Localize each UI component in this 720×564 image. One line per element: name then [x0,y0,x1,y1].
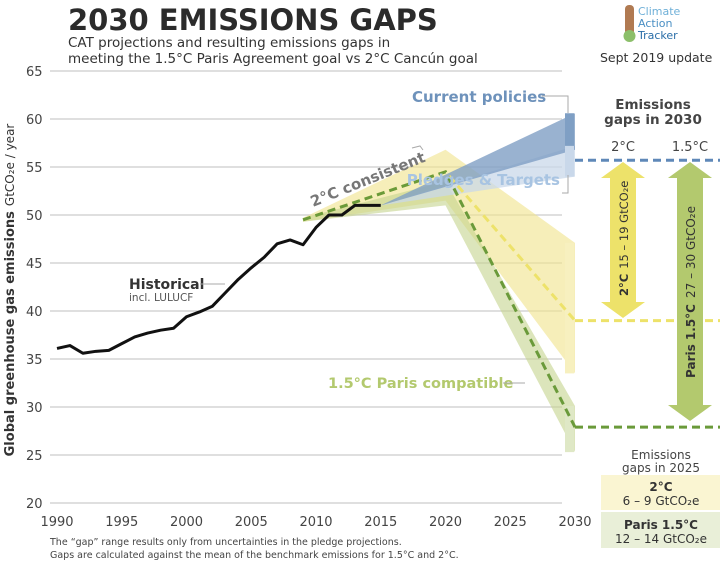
chart-marks [56,113,720,453]
gaps2025-row-2c [601,475,720,510]
cat-logo: Climate Action Tracker [623,5,681,42]
historical-label: Historical [129,277,204,293]
logo-line2: Action [638,17,672,30]
footnote-line1: The “gap” range results only from uncert… [49,537,402,548]
gaps2025-2c-label: 2°C [649,480,672,494]
bar-current-policies-2030 [565,113,574,150]
y-tick-45: 45 [26,257,43,272]
x-tick-2015: 2015 [364,515,397,530]
logo-line1: Climate [638,5,681,18]
y-tick-60: 60 [26,113,43,128]
gaps2025-2c-value: 6 – 9 GtCO₂e [623,494,700,508]
subtitle-line1: CAT projections and resulting emissions … [68,35,390,51]
x-tick-2000: 2000 [170,515,203,530]
gaps2025-15c-value: 12 – 14 GtCO₂e [615,532,707,546]
gaps2030-col-2c: 2°C [611,140,635,155]
thermometer-bulb [623,30,636,42]
bar-pledges-2030 [565,145,574,177]
logo-line3: Tracker [637,29,678,42]
y-tick-40: 40 [26,305,43,320]
y-tick-35: 35 [26,353,43,368]
x-tick-2010: 2010 [299,515,332,530]
gaps2030-title-line1: Emissions [615,97,691,113]
x-axis-ticks: 1990 1995 2000 2005 2010 2015 2020 2025 2030 [40,515,591,530]
gaps2030-title-line2: gaps in 2030 [604,112,702,128]
two-c-leader [411,145,424,151]
band-current-policies [380,113,575,206]
gaps2025-row-15c [601,512,720,548]
x-tick-1995: 1995 [105,515,138,530]
y-tick-55: 55 [26,161,43,176]
gaps2025-title-line1: Emissions [631,448,691,462]
x-tick-2025: 2025 [494,515,527,530]
x-tick-2030: 2030 [558,515,591,530]
update-label: Sept 2019 update [600,50,713,65]
y-tick-50: 50 [26,209,43,224]
y-tick-65: 65 [26,65,43,80]
gap-arrow-15c [668,162,712,421]
paris-compatible-label: 1.5°C Paris compatible [328,376,514,392]
current-policies-leader [542,95,569,113]
y-tick-30: 30 [26,401,43,416]
gap-arrow-2c [601,162,645,318]
historical-line [56,203,381,355]
x-tick-2005: 2005 [235,515,268,530]
y-tick-25: 25 [26,449,43,464]
y-axis-ticks: 20 25 30 35 40 45 50 55 60 65 [26,65,43,512]
y-tick-20: 20 [26,497,43,512]
pledges-label: Pledges & Targets [407,171,560,189]
current-policies-label: Current policies [412,88,546,106]
gridlines [50,70,562,504]
gap-2c-text: 2°C15 – 19 GtCO₂e [617,181,631,296]
subtitle-line2: meeting the 1.5°C Paris Agreement goal v… [68,51,478,67]
historical-sublabel: incl. LULUCF [129,292,193,304]
bar-15c-2030 [565,406,574,453]
bar-2c-2030 [565,242,574,374]
x-tick-2020: 2020 [429,515,462,530]
pledges-leader [562,175,569,194]
footnote-line2: Gaps are calculated against the mean of … [50,550,459,561]
gaps2030-col-15c: 1.5°C [672,140,708,155]
gap-15c-text: Paris 1.5°C27 – 30 GtCO₂e [684,206,698,378]
dashed-15c-mean [302,169,577,428]
y-axis-label: Global greenhouse gas emissionsGtCO₂e / … [3,124,18,457]
gaps2025-title-line2: gaps in 2025 [622,461,700,475]
chart-title: 2030 EMISSIONS GAPS [68,3,438,37]
gaps2025-15c-label: Paris 1.5°C [624,518,698,532]
thermometer-icon [625,5,634,35]
x-tick-1990: 1990 [40,515,73,530]
